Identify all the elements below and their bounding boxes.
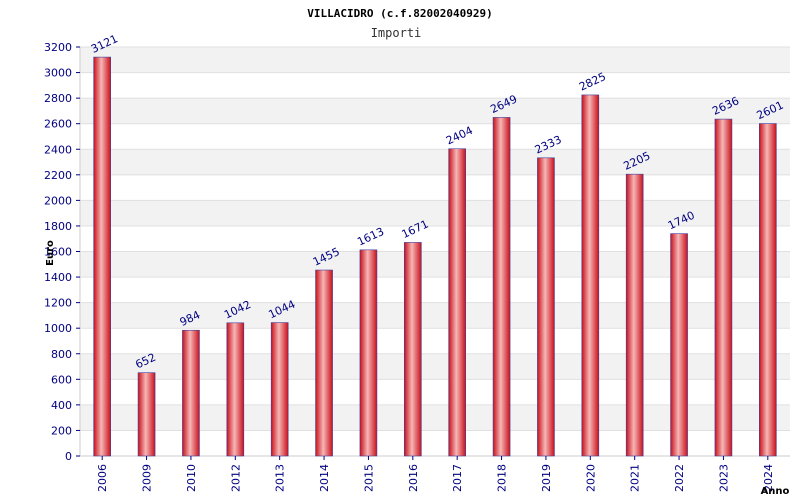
grid-band — [80, 72, 790, 99]
y-tick-label: 1200 — [44, 297, 72, 310]
x-tick-label: 2022 — [673, 464, 686, 492]
x-tick-label: 2017 — [451, 464, 464, 492]
bar — [137, 372, 156, 457]
y-tick-label: 2600 — [44, 118, 72, 131]
x-axis: 2006 2009 2010 2012 2013 2014 2015 2016 2017 2018… — [96, 456, 775, 492]
bar — [93, 56, 111, 457]
bar — [714, 118, 733, 457]
x-tick-label: 2009 — [141, 464, 154, 492]
bar — [226, 322, 245, 457]
bar — [537, 157, 555, 457]
x-tick-label: 2014 — [318, 464, 331, 492]
y-axis-label: Euro — [45, 240, 56, 266]
y-tick-label: 600 — [51, 373, 72, 386]
x-axis-label: Anno — [761, 486, 790, 497]
x-tick-label: 2015 — [362, 464, 375, 492]
x-tick-label: 2019 — [540, 464, 553, 492]
chart-subtitle: Importi — [371, 26, 422, 40]
bar — [670, 233, 688, 457]
chart-title: VILLACIDRO (c.f.82002040929) — [307, 7, 492, 20]
y-tick-label: 1800 — [44, 220, 72, 233]
y-tick-label: 3000 — [44, 67, 72, 80]
y-tick-label: 400 — [51, 399, 72, 412]
y-tick-label: 1600 — [44, 246, 72, 259]
y-axis: 0 200 400 600 800 1000 1200 1400 1600 1800 2000 220… — [44, 41, 80, 463]
grid-band — [80, 149, 790, 175]
bar — [759, 123, 777, 457]
grid-band — [80, 47, 790, 73]
x-tick-label: 2010 — [185, 464, 198, 492]
grid-band — [80, 98, 790, 124]
bar — [625, 173, 644, 457]
x-tick-label: 2016 — [407, 464, 420, 492]
x-tick-label: 2006 — [96, 464, 109, 492]
y-tick-label: 2400 — [44, 143, 72, 156]
x-tick-label: 2024 — [762, 464, 775, 492]
bar — [581, 94, 600, 457]
y-tick-label: 3200 — [44, 41, 72, 54]
bar — [270, 322, 289, 457]
y-tick-label: 2000 — [44, 194, 72, 207]
y-tick-label: 1400 — [44, 271, 72, 284]
bar — [359, 249, 378, 457]
bar — [448, 148, 466, 457]
grid-band — [80, 200, 790, 226]
x-tick-label: 2021 — [629, 464, 642, 492]
grid-band — [80, 123, 790, 150]
y-tick-label: 800 — [51, 348, 72, 361]
x-tick-label: 2023 — [717, 464, 730, 492]
y-tick-label: 1000 — [44, 322, 72, 335]
y-tick-label: 200 — [51, 424, 72, 437]
x-tick-label: 2020 — [584, 464, 597, 492]
y-tick-label: 2800 — [44, 92, 72, 105]
bar — [182, 329, 200, 457]
bar — [492, 117, 511, 457]
grid-band — [80, 174, 790, 201]
bar — [404, 242, 422, 457]
x-tick-label: 2012 — [229, 464, 242, 492]
y-tick-label: 2200 — [44, 169, 72, 182]
y-tick-label: 0 — [65, 450, 72, 463]
x-tick-label: 2013 — [274, 464, 287, 492]
x-tick-label: 2018 — [496, 464, 509, 492]
bar — [315, 269, 333, 457]
